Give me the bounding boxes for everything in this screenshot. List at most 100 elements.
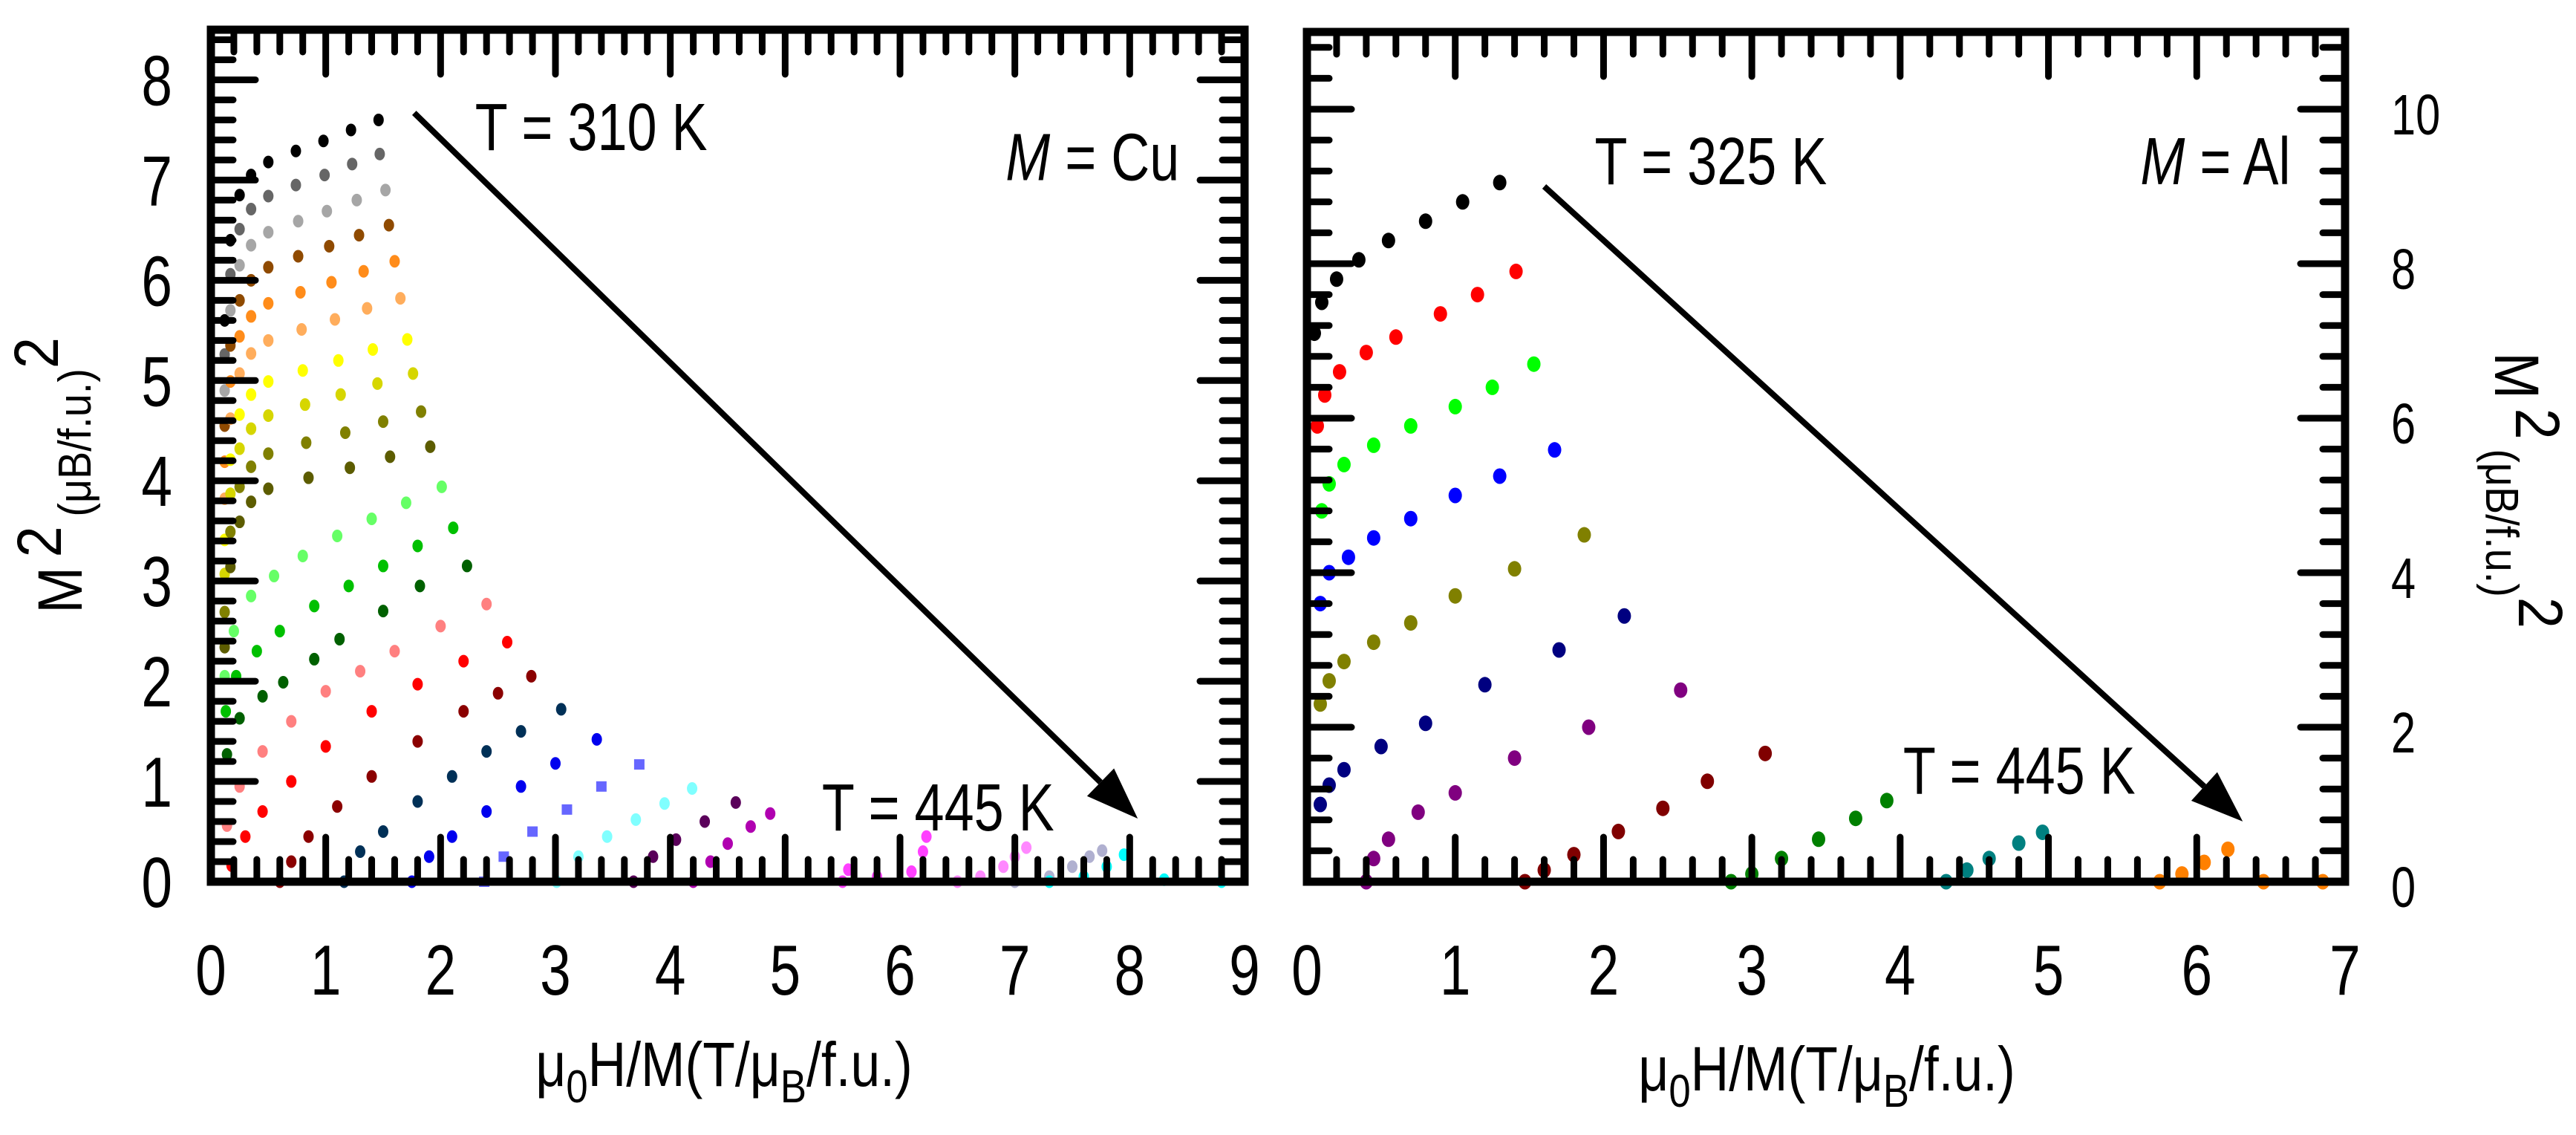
data-point bbox=[372, 377, 383, 390]
data-point bbox=[1366, 634, 1380, 651]
data-point bbox=[1478, 677, 1492, 693]
data-point bbox=[246, 347, 257, 360]
data-point bbox=[591, 732, 602, 746]
data-point bbox=[234, 293, 245, 307]
data-point bbox=[380, 183, 391, 197]
data-point bbox=[378, 825, 388, 839]
data-point bbox=[765, 807, 776, 820]
xlabel-mu: μ bbox=[1638, 1033, 1669, 1104]
ylabel-sup-1: 2 bbox=[4, 526, 74, 557]
data-point bbox=[389, 255, 400, 268]
x-tick-label: 0 bbox=[195, 931, 226, 1010]
data-point bbox=[234, 223, 245, 236]
ylabel-m: M bbox=[25, 567, 95, 614]
arrowhead-icon bbox=[1086, 768, 1138, 819]
data-point bbox=[1366, 851, 1380, 867]
right-x-axis-label: μ0H/M(T/μB/f.u.) bbox=[1638, 1033, 2015, 1117]
data-point bbox=[1381, 831, 1395, 848]
ylabel-unit: (μB/f.u.) bbox=[50, 368, 100, 517]
x-tick-label: 5 bbox=[770, 931, 801, 1010]
data-point bbox=[1389, 329, 1403, 345]
data-point bbox=[998, 860, 1009, 874]
xlabel-end: /f.u.) bbox=[806, 1029, 913, 1099]
data-point bbox=[234, 442, 245, 455]
material-symbol: M bbox=[2140, 124, 2185, 198]
data-point bbox=[1548, 442, 1562, 458]
data-point bbox=[1611, 823, 1626, 839]
data-point bbox=[257, 689, 268, 703]
data-point bbox=[335, 388, 346, 401]
data-point bbox=[1403, 615, 1418, 631]
data-point bbox=[1448, 784, 1462, 801]
data-point bbox=[240, 830, 251, 843]
x-tick-label: 1 bbox=[310, 931, 342, 1010]
data-point bbox=[263, 296, 274, 310]
data-point bbox=[412, 539, 423, 553]
data-point bbox=[1960, 862, 1974, 878]
data-point bbox=[324, 239, 335, 253]
x-tick-label: 7 bbox=[2329, 931, 2361, 1010]
series-3 bbox=[219, 183, 391, 397]
data-point bbox=[435, 619, 446, 633]
data-point bbox=[378, 605, 388, 618]
data-point bbox=[246, 203, 257, 216]
y-tick-label: 10 bbox=[2391, 83, 2440, 147]
data-point bbox=[286, 775, 297, 788]
data-point bbox=[345, 123, 356, 137]
data-point bbox=[234, 189, 245, 202]
data-point bbox=[458, 654, 469, 668]
data-point bbox=[221, 705, 232, 718]
xlabel-sub-0: 0 bbox=[1669, 1066, 1690, 1117]
data-point bbox=[1701, 773, 1715, 790]
left-annotation-t-high: T = 310 K bbox=[475, 90, 708, 164]
data-point bbox=[1351, 252, 1366, 268]
data-point bbox=[332, 800, 343, 813]
data-point bbox=[730, 796, 741, 809]
series-6 bbox=[1313, 608, 1631, 813]
data-point bbox=[917, 845, 928, 859]
right-annotation-t-high: T = 325 K bbox=[1594, 124, 1827, 198]
data-point bbox=[366, 705, 377, 718]
data-point bbox=[2221, 841, 2235, 857]
y-tick-label: 4 bbox=[2391, 547, 2416, 611]
data-point bbox=[446, 830, 457, 843]
x-tick-label: 6 bbox=[884, 931, 916, 1010]
x-tick-label: 5 bbox=[2033, 931, 2064, 1010]
trend-arrow-line bbox=[411, 111, 1103, 784]
data-point bbox=[1322, 673, 1336, 689]
data-point bbox=[225, 487, 236, 501]
data-point bbox=[400, 496, 411, 510]
plot-frame bbox=[1302, 27, 2350, 886]
data-point bbox=[326, 276, 337, 289]
data-point bbox=[630, 813, 642, 826]
data-point bbox=[309, 652, 320, 666]
ylabel-m: M bbox=[2482, 352, 2551, 399]
data-point bbox=[414, 579, 425, 593]
data-point bbox=[1313, 696, 1327, 712]
data-point bbox=[1455, 194, 1470, 210]
data-point bbox=[1507, 750, 1522, 767]
series-5 bbox=[219, 255, 400, 469]
data-point bbox=[225, 304, 236, 317]
series-7 bbox=[219, 333, 413, 547]
data-point bbox=[1674, 682, 1688, 698]
data-point bbox=[251, 645, 262, 658]
data-point bbox=[263, 375, 274, 388]
data-point bbox=[515, 725, 526, 738]
x-tick-label: 8 bbox=[1115, 931, 1146, 1010]
data-point bbox=[295, 286, 306, 299]
material-value: = Al bbox=[2185, 124, 2290, 198]
data-point bbox=[234, 330, 245, 343]
data-point bbox=[458, 705, 469, 718]
data-point bbox=[263, 482, 274, 495]
data-point bbox=[446, 770, 457, 783]
data-point bbox=[1433, 306, 1447, 322]
y-tick-label: 8 bbox=[2391, 238, 2416, 302]
xlabel-mid: H/M(T/μ bbox=[1691, 1033, 1883, 1104]
xlabel-sub-0: 0 bbox=[566, 1061, 587, 1113]
data-point bbox=[1577, 527, 1591, 543]
left-y-axis-label: M2(μB/f.u.)2 bbox=[1, 337, 100, 614]
material-value: = Cu bbox=[1050, 120, 1179, 195]
